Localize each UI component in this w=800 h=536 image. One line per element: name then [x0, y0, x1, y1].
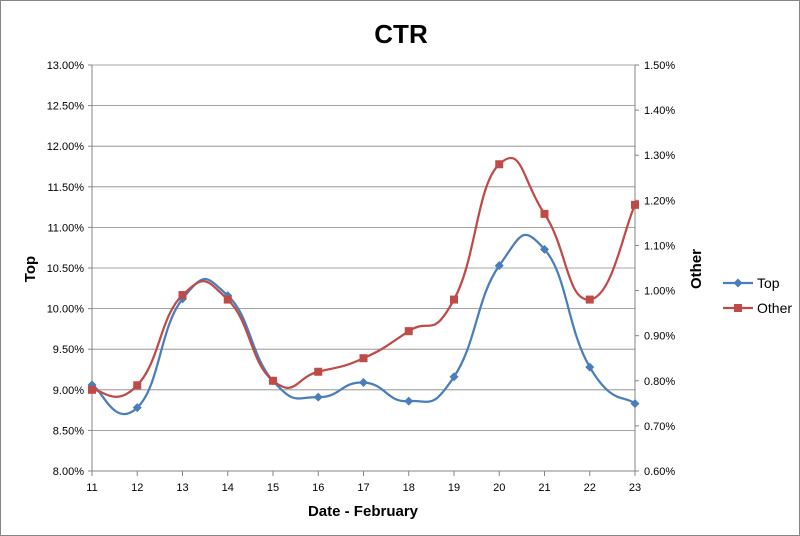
other-data-point [450, 295, 458, 304]
gridlines [92, 64, 635, 472]
x-axis-title: Date - February [308, 503, 419, 520]
other-data-point [223, 295, 232, 304]
top-data-point [494, 261, 504, 271]
right-tick-label: 0.60% [644, 466, 675, 478]
right-tick-label: 1.50% [644, 60, 675, 72]
left-tick-label: 10.00% [47, 304, 85, 316]
right-tick-label: 1.30% [644, 150, 675, 162]
left-tick-label: 9.50% [53, 344, 84, 356]
other-data-point [269, 376, 277, 385]
y-axis-left-title: Top [22, 256, 39, 282]
series-markers [87, 160, 640, 413]
other-data-point [133, 381, 142, 390]
other-data-point [404, 327, 413, 336]
y-axis-right-title: Other [688, 249, 705, 289]
x-tick-label: 16 [312, 482, 324, 494]
top-data-point [449, 372, 459, 382]
x-tick-label: 21 [538, 482, 550, 494]
legend-other-marker [734, 304, 742, 312]
x-tick-label: 13 [176, 482, 188, 494]
left-tick-label: 8.00% [53, 466, 84, 478]
legend: Top Other [723, 275, 792, 316]
legend-top-marker [733, 278, 743, 288]
top-data-point [540, 244, 549, 254]
top-series-line [91, 233, 636, 416]
left-tick-label: 11.00% [48, 222, 85, 234]
top-data-point [630, 399, 640, 409]
top-data-point [359, 377, 368, 387]
other-data-point [359, 354, 368, 363]
left-axis-ticks: 8.00% 8.50% 9.00% 9.50% 10.00% 10.50% 11.00% 11… [47, 60, 92, 478]
x-tick-label: 22 [584, 482, 596, 494]
right-tick-label: 0.90% [644, 331, 675, 343]
x-tick-label: 19 [448, 482, 460, 494]
x-tick-label: 12 [131, 482, 143, 494]
right-tick-label: 0.80% [644, 376, 675, 388]
right-tick-label: 1.20% [644, 195, 675, 207]
x-tick-label: 23 [629, 482, 641, 494]
top-data-point [313, 392, 323, 402]
right-tick-label: 1.10% [644, 240, 675, 252]
right-axis-ticks: 0.60% 0.70% 0.80% 0.90% 1.00% 1.10% 1.20% 1.30%… [635, 60, 675, 478]
top-data-point [132, 403, 142, 413]
other-data-point [631, 200, 639, 209]
legend-top-label: Top [757, 275, 780, 291]
left-tick-label: 12.00% [47, 141, 85, 153]
x-tick-label: 18 [403, 482, 415, 494]
series-lines [91, 156, 637, 416]
other-data-point [495, 160, 504, 169]
left-tick-label: 10.50% [47, 263, 85, 275]
x-tick-label: 14 [222, 482, 234, 494]
other-data-point [540, 209, 549, 218]
other-data-point [314, 367, 323, 376]
left-tick-label: 9.00% [53, 385, 84, 397]
other-data-point [585, 295, 594, 304]
top-data-point [404, 396, 414, 406]
other-data-point [88, 385, 96, 394]
top-data-point [585, 362, 595, 372]
x-axis-ticks: 11 12 13 14 15 16 17 18 19 20 21 22 23 [86, 471, 641, 494]
right-tick-label: 0.70% [644, 421, 675, 433]
left-tick-label: 8.50% [53, 425, 84, 437]
other-data-point [178, 291, 187, 300]
x-tick-label: 11 [86, 482, 97, 494]
legend-other-label: Other [757, 300, 792, 316]
x-tick-label: 20 [493, 482, 505, 494]
chart-title: CTR [374, 19, 428, 49]
right-tick-label: 1.40% [644, 105, 675, 117]
left-tick-label: 11.50% [48, 182, 85, 194]
right-tick-label: 1.00% [644, 286, 675, 298]
left-tick-label: 12.50% [47, 101, 85, 113]
left-tick-label: 13.00% [47, 60, 85, 72]
x-tick-label: 17 [357, 482, 369, 494]
x-tick-label: 15 [267, 482, 279, 494]
